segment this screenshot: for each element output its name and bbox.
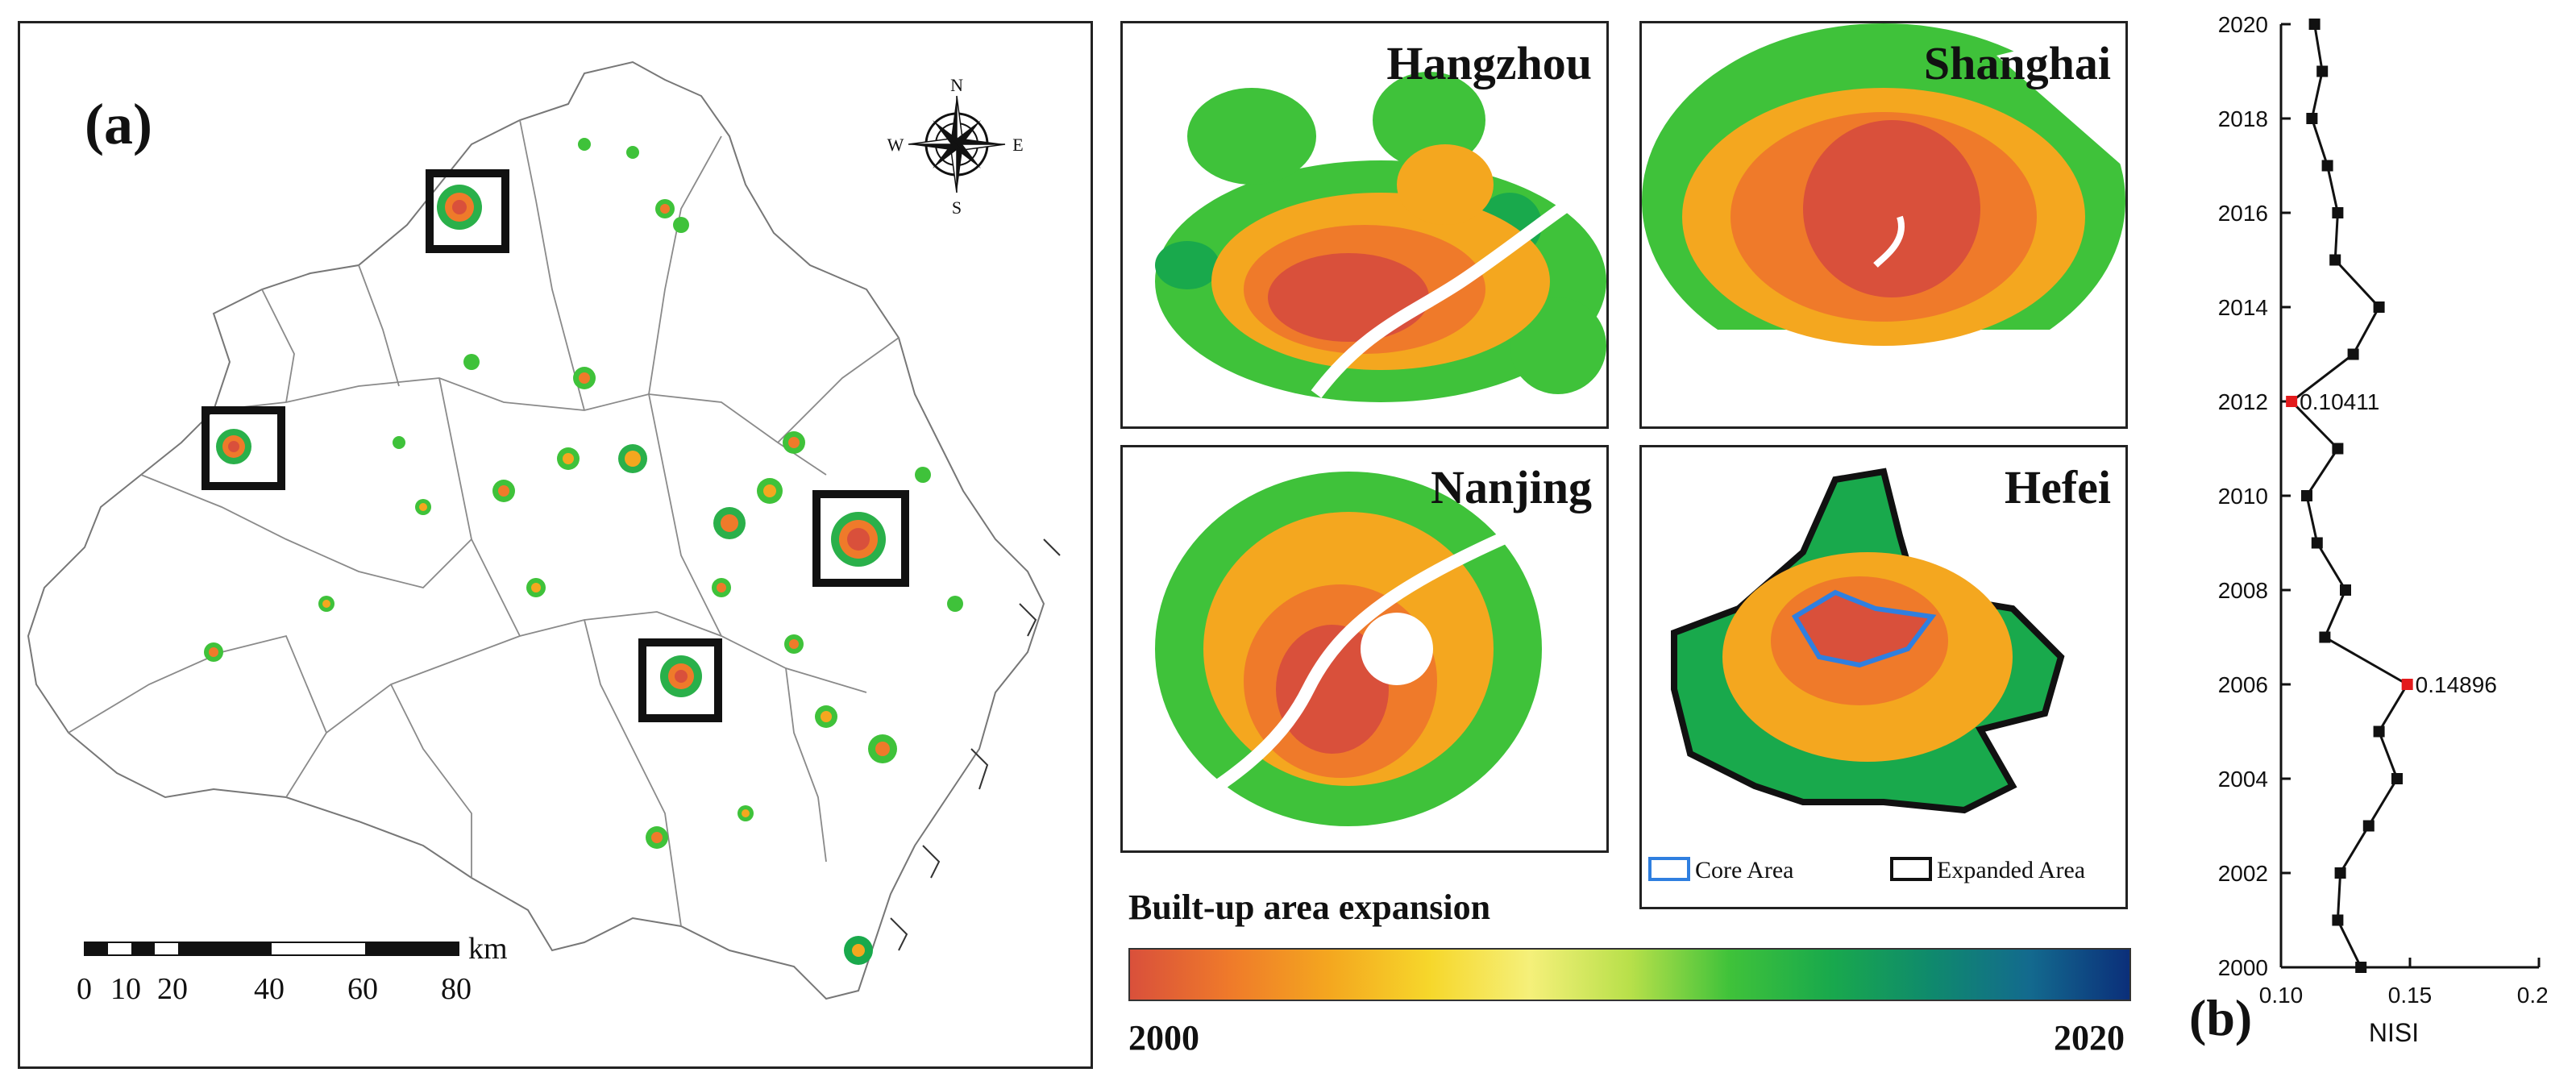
nisi-point-2000 [2355, 962, 2367, 973]
nanjing-box [426, 169, 509, 253]
y-tick-label: 2014 [2218, 295, 2268, 320]
shanghai-box [812, 490, 909, 587]
y-tick-label: 2004 [2218, 767, 2268, 792]
y-tick-label: 2002 [2218, 861, 2268, 886]
x-axis-title: NISI [2369, 1018, 2419, 1047]
nisi-point-2003 [2362, 820, 2374, 832]
scale-tick-20: 20 [157, 972, 188, 1006]
nisi-point-2013 [2347, 348, 2359, 360]
nanjing-map [1151, 472, 1606, 832]
nisi-point-2019 [2316, 65, 2329, 77]
y-tick-label: 2012 [2218, 389, 2268, 414]
core-area-outline [1791, 589, 1937, 668]
scale-bar [84, 942, 459, 956]
hefei-box [202, 406, 285, 490]
coastal-islands [890, 538, 1061, 951]
panel-b-label: (b) [2189, 989, 2253, 1046]
city-highlight-boxes [202, 169, 909, 722]
x-tick-label: 0.15 [2388, 983, 2433, 1008]
nisi-point-2018 [2306, 113, 2318, 124]
scale-tick-40: 40 [254, 972, 285, 1006]
inset-hangzhou: Hangzhou [1120, 21, 1609, 429]
annotation-2006: 0.14896 [2416, 672, 2497, 697]
scale-tick-0: 0 [77, 972, 92, 1006]
colorbar [1128, 948, 2131, 1001]
legend-core-area: Core Area [1695, 857, 1794, 883]
scale-tick-80: 80 [441, 972, 472, 1006]
hangzhou-title: Hangzhou [1386, 37, 1592, 89]
hangzhou-map [1155, 72, 1606, 402]
y-tick-label: 2010 [2218, 484, 2268, 509]
nisi-point-2011 [2332, 443, 2344, 455]
inset-shanghai: Shanghai [1639, 21, 2128, 429]
compass-n: N [950, 75, 963, 95]
inset-nanjing: Nanjing [1120, 445, 1609, 853]
compass-rose-icon: N S E W [887, 75, 1024, 218]
nisi-point-2017 [2321, 160, 2333, 172]
scale-tick-60: 60 [347, 972, 378, 1006]
annotation-2012: 0.10411 [2300, 389, 2379, 414]
nisi-point-2020 [2308, 19, 2320, 30]
y-tick-label: 2000 [2218, 955, 2268, 980]
y-tick-label: 2006 [2218, 672, 2268, 697]
y-tick-label: 2020 [2218, 12, 2268, 37]
y-tick-label: 2018 [2218, 106, 2268, 131]
nisi-point-2006 [2401, 679, 2413, 690]
colorbar-title: Built-up area expansion [1128, 888, 1491, 927]
hefei-title: Hefei [2004, 461, 2111, 513]
panel-a-label: (a) [85, 92, 152, 156]
regional-map: N S E W [27, 60, 1061, 1000]
nisi-point-2005 [2373, 725, 2385, 738]
nisi-point-2014 [2373, 301, 2385, 313]
colorbar-end-label: 2020 [2054, 1018, 2125, 1058]
colorbar-start-label: 2000 [1128, 1018, 1199, 1058]
nisi-point-2016 [2332, 207, 2344, 218]
shanghai-title: Shanghai [1923, 37, 2111, 89]
nisi-point-2002 [2334, 867, 2346, 879]
nisi-point-2004 [2391, 773, 2403, 784]
nanjing-title: Nanjing [1431, 461, 1592, 513]
legend-expanded-area: Expanded Area [1937, 857, 2086, 883]
hefei-map [1648, 468, 2065, 881]
x-tick-label: 0.10 [2259, 983, 2304, 1008]
y-tick-label: 2008 [2218, 578, 2268, 603]
region-outline [27, 60, 1045, 1000]
scale-tick-10: 10 [110, 972, 141, 1006]
y-tick-label: 2016 [2218, 201, 2268, 226]
x-tick-label: 0.20 [2517, 983, 2547, 1008]
inset-hefei: Hefei Core Area Expanded Area [1639, 445, 2128, 909]
nisi-point-2015 [2329, 254, 2341, 266]
hangzhou-box [638, 638, 722, 722]
nisi-point-2009 [2311, 537, 2323, 549]
nisi-point-2010 [2301, 490, 2312, 501]
regional-map-panel: N S E W (a) 0 10 20 40 60 80 km [18, 21, 1093, 1069]
urban-clusters [204, 138, 963, 965]
compass-s: S [952, 197, 962, 218]
compass-w: W [887, 135, 904, 155]
nisi-point-2007 [2319, 631, 2331, 643]
shanghai-map [1642, 23, 2125, 426]
nisi-point-2001 [2332, 914, 2344, 926]
compass-e: E [1012, 135, 1023, 155]
nisi-point-2008 [2340, 584, 2351, 596]
nisi-point-2012 [2286, 396, 2298, 407]
scale-unit: km [468, 932, 508, 966]
nisi-chart: 2000 2002 2004 2006 2008 2010 2012 2014 2016 2018… [2218, 12, 2547, 1047]
